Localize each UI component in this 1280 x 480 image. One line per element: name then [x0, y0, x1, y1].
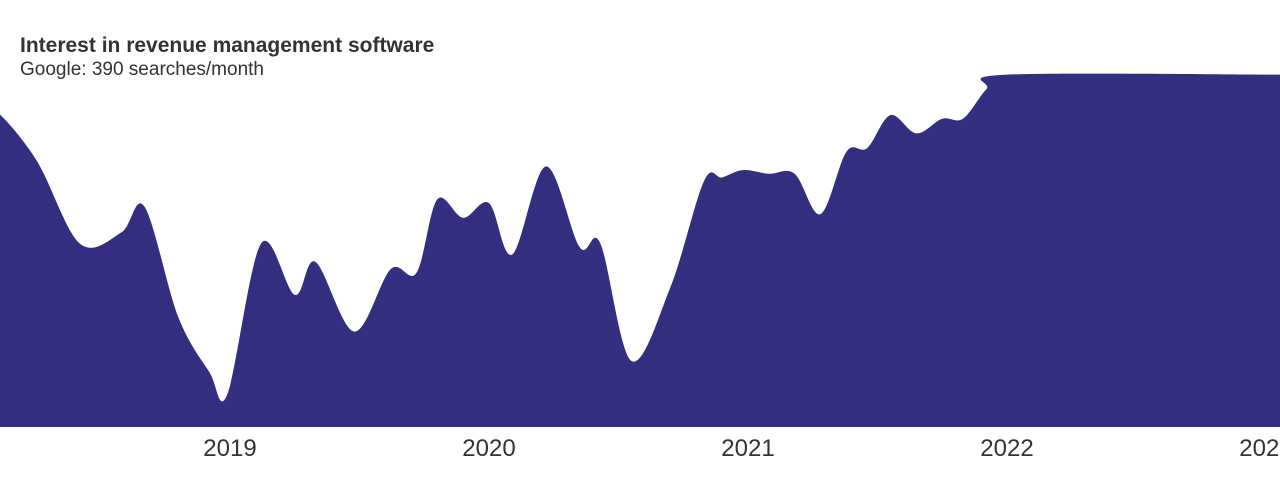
x-tick-label: 2022: [980, 435, 1033, 462]
x-tick-label: 2023: [1239, 435, 1280, 462]
chart-subtitle: Google: 390 searches/month: [20, 59, 264, 80]
chart-title: Interest in revenue management software: [20, 34, 435, 57]
x-axis-ticks: 2019 2020 2021 2022 2023: [203, 435, 1280, 462]
x-tick-label: 2020: [462, 435, 515, 462]
x-tick-label: 2021: [721, 435, 774, 462]
x-tick-label: 2019: [203, 435, 256, 462]
interest-area: [0, 73, 1280, 427]
chart-header: Interest in revenue management software …: [20, 33, 434, 81]
